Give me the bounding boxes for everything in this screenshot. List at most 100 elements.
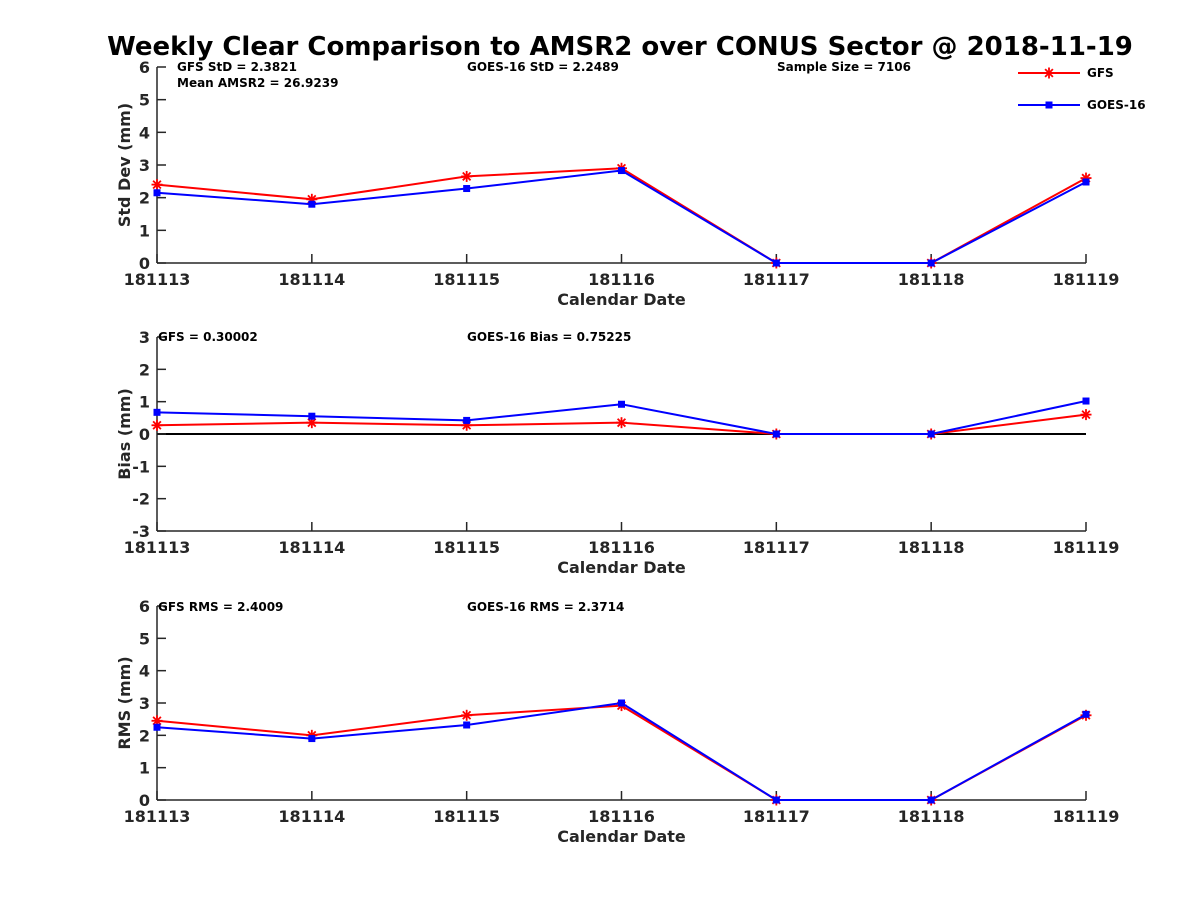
data-point-goes16	[772, 796, 780, 804]
data-point-goes16	[463, 721, 471, 729]
data-point-gfs	[151, 179, 163, 191]
data-point-goes16	[927, 796, 935, 804]
y-axis-label: RMS (mm)	[115, 656, 134, 749]
legend-marker-goes16-shape	[1045, 101, 1053, 109]
legend-label-goes16: GOES-16	[1087, 98, 1146, 112]
y-tick-label: 6	[139, 597, 150, 616]
y-tick-label: 2	[139, 189, 150, 208]
y-tick-label: 0	[139, 425, 150, 444]
x-tick-label: 181115	[433, 538, 500, 557]
y-tick-label: 3	[139, 694, 150, 713]
data-point-goes16	[1082, 710, 1090, 718]
stat-annotation: GFS StD = 2.3821	[177, 60, 297, 74]
x-tick-label: 181119	[1053, 807, 1120, 826]
y-tick-label: 5	[139, 629, 150, 648]
y-tick-label: -1	[132, 457, 150, 476]
x-axis-label: Calendar Date	[557, 290, 686, 309]
stat-annotation: GOES-16 Bias = 0.75225	[467, 330, 631, 344]
data-point-gfs	[151, 419, 163, 431]
data-point-goes16	[463, 416, 471, 424]
data-point-goes16	[772, 259, 780, 267]
std-dev-panel: 0 1 2 3 4 5 6 181113 181114 181115 181116 181117 181…	[115, 58, 1119, 309]
x-tick-label: 181113	[124, 538, 191, 557]
x-axis-label: Calendar Date	[557, 827, 686, 846]
data-point-goes16	[618, 699, 625, 707]
data-point-gfs	[1080, 409, 1092, 421]
x-tick-label: 181114	[278, 807, 345, 826]
x-tick-label: 181114	[278, 538, 345, 557]
rms-panel: 0 1 2 3 4 5 6 181113 181114 181115 181116 181117 181…	[115, 597, 1119, 846]
x-tick-label: 181118	[898, 807, 965, 826]
data-point-goes16	[153, 723, 161, 731]
data-point-goes16	[772, 430, 780, 438]
stat-annotation: GOES-16 StD = 2.2489	[467, 60, 619, 74]
y-tick-label: 3	[139, 156, 150, 175]
x-tick-label: 181117	[743, 270, 810, 289]
data-point-goes16	[618, 167, 625, 175]
figure-title: Weekly Clear Comparison to AMSR2 over CO…	[107, 32, 1133, 62]
y-tick-label: 1	[139, 393, 150, 412]
x-tick-label: 181118	[898, 538, 965, 557]
legend-marker-gfs	[1043, 67, 1055, 79]
stat-annotation: Mean AMSR2 = 26.9239	[177, 76, 338, 90]
legend-marker-goes16	[1045, 101, 1053, 109]
y-tick-label: 5	[139, 91, 150, 110]
y-tick-label: -2	[132, 490, 150, 509]
y-axis-label: Std Dev (mm)	[115, 103, 134, 227]
data-point-goes16	[153, 189, 161, 197]
data-point-goes16	[308, 735, 316, 743]
stat-annotation: Sample Size = 7106	[777, 60, 911, 74]
legend-label-gfs: GFS	[1087, 66, 1114, 80]
x-tick-label: 181116	[588, 270, 655, 289]
stat-annotation: GFS = 0.30002	[158, 330, 258, 344]
x-tick-label: 181114	[278, 270, 345, 289]
data-point-goes16	[1082, 397, 1090, 405]
x-tick-label: 181119	[1053, 270, 1120, 289]
y-tick-label: 4	[139, 662, 150, 681]
x-tick-label: 181117	[743, 807, 810, 826]
y-axis-label: Bias (mm)	[115, 388, 134, 480]
y-tick-label: -3	[132, 522, 150, 541]
data-point-goes16	[927, 430, 935, 438]
legend-marker-gfs-shape	[1043, 67, 1055, 79]
legend-entry-goes16: GOES-16	[1018, 98, 1146, 112]
data-point-goes16	[1082, 178, 1090, 186]
bias-panel: -3 -2 -1 0 1 2 3 181113 181114 181115 181116 181117…	[115, 328, 1119, 577]
data-point-gfs	[461, 709, 473, 721]
x-tick-label: 181119	[1053, 538, 1120, 557]
y-tick-label: 3	[139, 328, 150, 347]
data-point-gfs	[616, 417, 627, 429]
data-point-goes16	[308, 412, 316, 420]
y-tick-label: 1	[139, 221, 150, 240]
x-tick-label: 181116	[588, 807, 655, 826]
y-tick-label: 0	[139, 254, 150, 273]
y-tick-label: 6	[139, 58, 150, 77]
data-point-gfs	[306, 417, 318, 429]
x-tick-label: 181115	[433, 270, 500, 289]
data-point-gfs	[461, 170, 473, 182]
stat-annotation: GOES-16 RMS = 2.3714	[467, 600, 624, 614]
x-tick-label: 181113	[124, 807, 191, 826]
y-tick-label: 1	[139, 759, 150, 778]
stat-annotation: GFS RMS = 2.4009	[158, 600, 283, 614]
data-point-goes16	[927, 259, 935, 267]
legend: GFS GOES-16	[1010, 58, 1160, 123]
x-axis-label: Calendar Date	[557, 558, 686, 577]
y-tick-label: 2	[139, 360, 150, 379]
data-point-goes16	[618, 400, 625, 408]
x-tick-label: 181118	[898, 270, 965, 289]
x-tick-label: 181116	[588, 538, 655, 557]
data-point-goes16	[463, 185, 471, 193]
legend-entry-gfs: GFS	[1018, 66, 1114, 80]
y-tick-label: 0	[139, 791, 150, 810]
y-tick-label: 2	[139, 726, 150, 745]
data-point-goes16	[153, 408, 161, 416]
data-point-goes16	[308, 200, 316, 208]
legend-box	[1010, 58, 1160, 123]
y-tick-label: 4	[139, 123, 150, 142]
x-tick-label: 181115	[433, 807, 500, 826]
x-tick-label: 181117	[743, 538, 810, 557]
x-tick-label: 181113	[124, 270, 191, 289]
